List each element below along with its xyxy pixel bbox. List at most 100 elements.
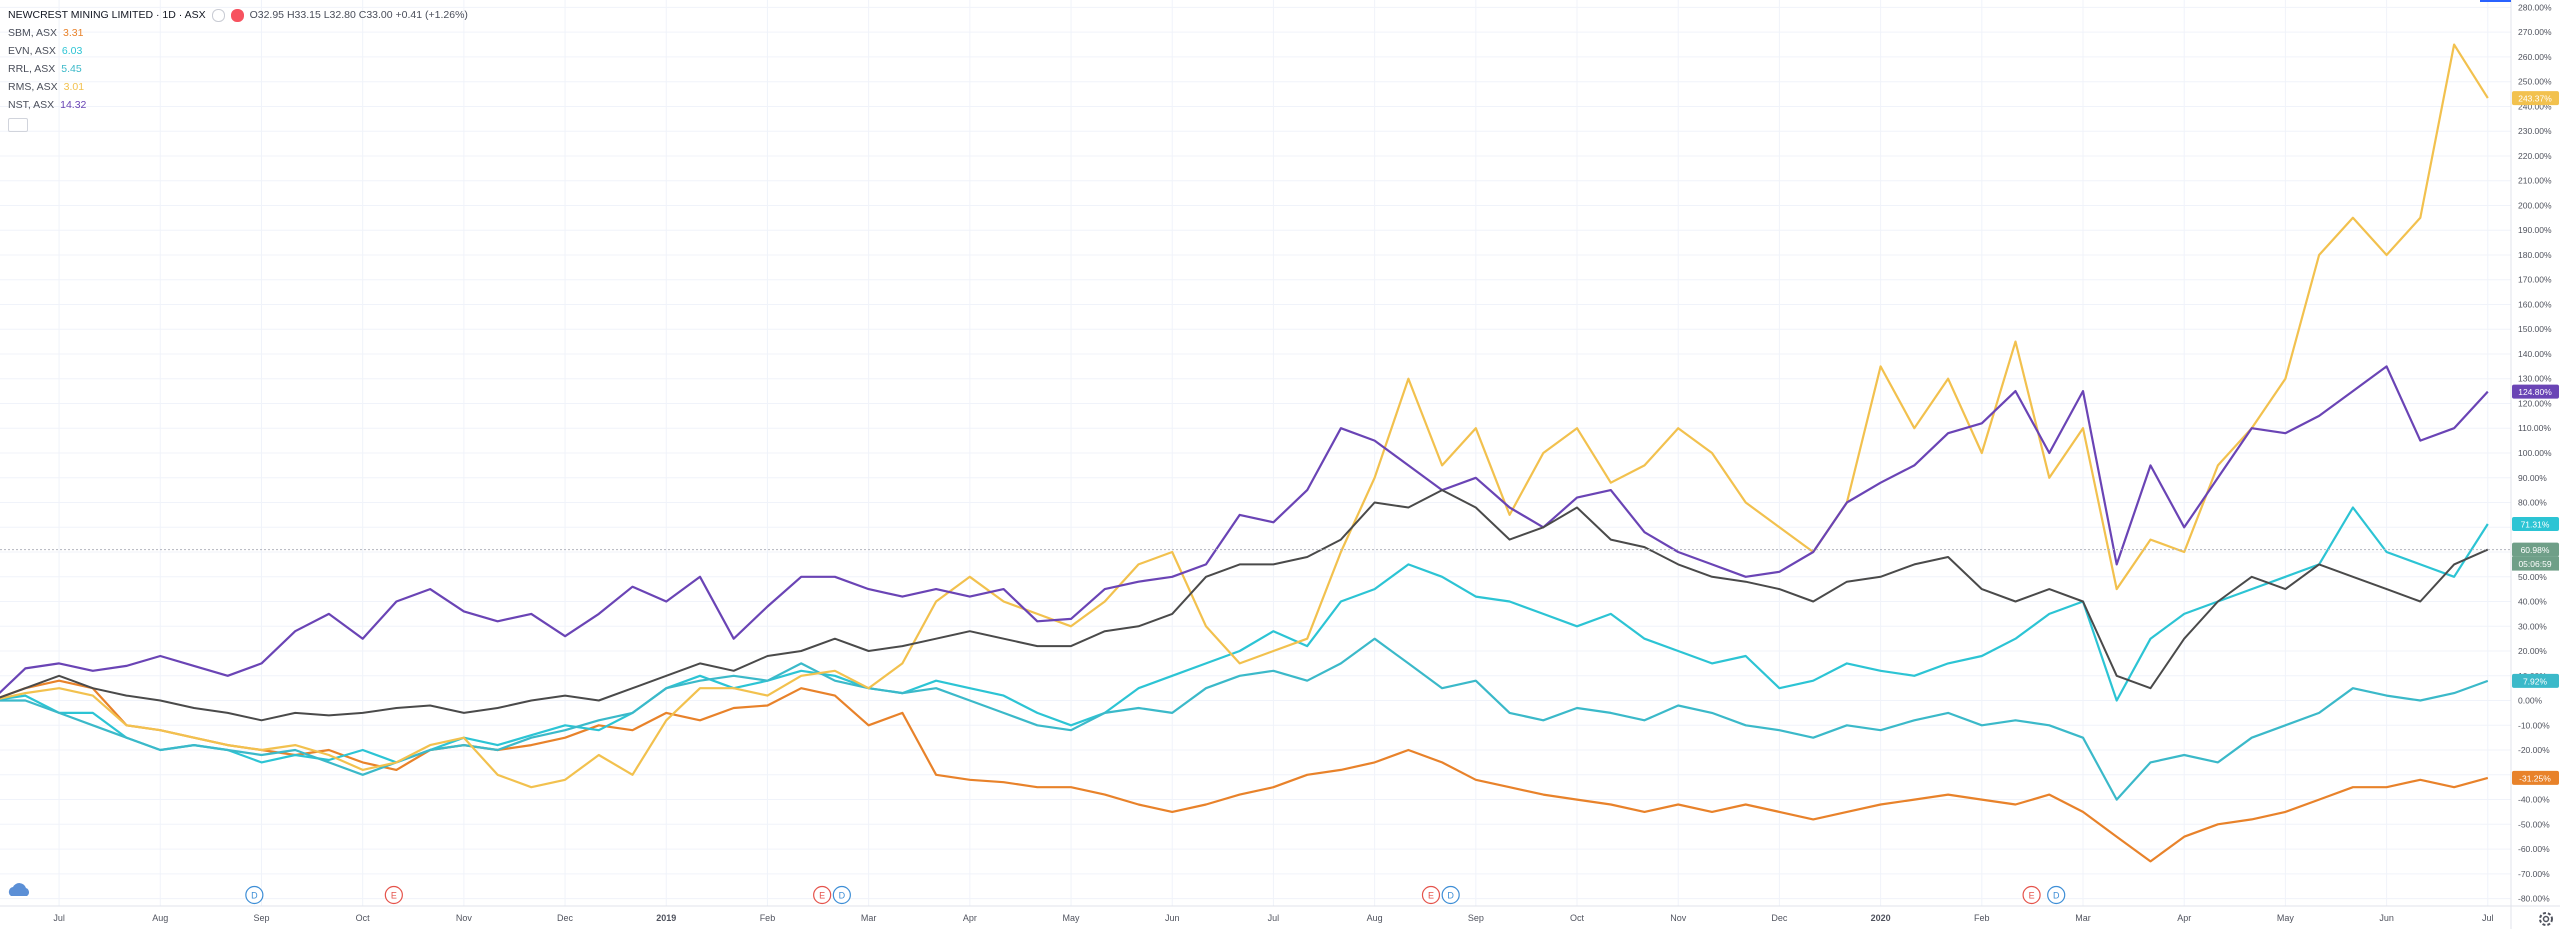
- gear-outer: [2539, 912, 2553, 926]
- event-label: E: [1428, 891, 1434, 901]
- y-tick-label: -10.00%: [2518, 720, 2550, 730]
- legend-price: 6.03: [61, 45, 83, 57]
- y-tick-label: -50.00%: [2518, 819, 2550, 829]
- x-tick-label: Jul: [53, 913, 65, 923]
- event-circle: [832, 885, 851, 905]
- plot-area: [0, 43, 2511, 863]
- grid: [0, 0, 2511, 906]
- x-tick-label: 2020: [1871, 913, 1891, 923]
- y-tick-label: -20.00%: [2518, 745, 2550, 755]
- y-tick-label: 280.00%: [2518, 2, 2552, 12]
- legend-row[interactable]: SBM, ASX 3.31: [8, 24, 468, 42]
- y-tick-label: 140.00%: [2518, 349, 2552, 359]
- event-label: E: [819, 891, 825, 901]
- settings-icon[interactable]: [2539, 912, 2553, 926]
- y-tick-label: 130.00%: [2518, 374, 2552, 384]
- y-tick-label: 0.00%: [2518, 696, 2543, 706]
- x-tick-label: Sep: [253, 913, 269, 923]
- event-marker[interactable]: D: [1441, 885, 1460, 905]
- series-line: [0, 679, 2489, 863]
- y-tick-label: 230.00%: [2518, 126, 2552, 136]
- cloud-shape: [8, 883, 30, 896]
- series-line: [0, 365, 2489, 695]
- legend-row[interactable]: NST, ASX 14.32: [8, 96, 468, 114]
- y-tick-label: -40.00%: [2518, 795, 2550, 805]
- legend-name: RMS, ASX: [8, 81, 58, 93]
- event-label: E: [391, 891, 397, 901]
- y-tick-label: 190.00%: [2518, 225, 2552, 235]
- x-tick-label: May: [1063, 913, 1081, 923]
- series-line: [0, 489, 2489, 722]
- y-tick-label: 240.00%: [2518, 101, 2552, 111]
- countdown-label: 05:06:59: [2518, 559, 2551, 569]
- x-tick-label: Nov: [1670, 913, 1687, 923]
- y-tick-label: 200.00%: [2518, 200, 2552, 210]
- price-tag: [2512, 542, 2559, 557]
- legend-price: 14.32: [60, 99, 87, 111]
- legend-name: RRL, ASX: [8, 63, 56, 75]
- event-marker[interactable]: D: [832, 885, 851, 905]
- y-tick-label: 250.00%: [2518, 77, 2552, 87]
- y-tick-label: 50.00%: [2518, 572, 2547, 582]
- y-tick-label: 220.00%: [2518, 151, 2552, 161]
- y-tick-label: 20.00%: [2518, 646, 2547, 656]
- legend-price: 3.01: [63, 81, 85, 93]
- cloud-icon[interactable]: [8, 883, 30, 896]
- event-marker[interactable]: E: [1421, 885, 1441, 905]
- visibility-chip[interactable]: [211, 8, 225, 22]
- event-circle: [245, 885, 264, 905]
- y-tick-label: 110.00%: [2518, 423, 2551, 433]
- event-circle: [1441, 885, 1460, 905]
- y-tick-label: 150.00%: [2518, 324, 2552, 334]
- event-marker[interactable]: E: [384, 885, 403, 905]
- legend-price: 3.31: [63, 27, 84, 39]
- legend-main-row: NEWCREST MINING LIMITED · 1D · ASX O32.9…: [8, 6, 468, 24]
- x-tick-label: Mar: [861, 913, 877, 923]
- x-tick-label: Mar: [2075, 913, 2091, 923]
- series-line: [0, 43, 2489, 789]
- price-tag: [2512, 673, 2559, 688]
- price-tag-label: 7.92%: [2523, 676, 2548, 686]
- event-label: D: [839, 891, 846, 901]
- y-tick-label: 40.00%: [2518, 597, 2547, 607]
- symbol-title[interactable]: NEWCREST MINING LIMITED · 1D · ASX: [8, 9, 206, 21]
- dividend-chip[interactable]: [230, 8, 244, 22]
- event-label: D: [2053, 891, 2060, 901]
- event-circle: [2047, 885, 2066, 905]
- y-tick-label: -60.00%: [2518, 844, 2550, 854]
- event-label: D: [251, 891, 258, 901]
- y-tick-label: 170.00%: [2518, 275, 2552, 285]
- x-tick-label: Jul: [1268, 913, 1280, 923]
- event-marker[interactable]: D: [245, 885, 264, 905]
- event-label: E: [2029, 891, 2035, 901]
- x-tick-label: Jun: [2379, 913, 2394, 923]
- event-marker[interactable]: E: [2022, 885, 2041, 905]
- y-tick-label: 120.00%: [2518, 398, 2552, 408]
- event-marker[interactable]: E: [813, 885, 832, 905]
- price-tag-label: 243.37%: [2518, 94, 2552, 104]
- x-tick-label: Feb: [1974, 913, 1990, 923]
- x-tick-label: 2019: [656, 913, 676, 923]
- x-tick-label: Oct: [1570, 913, 1585, 923]
- x-tick-label: Jun: [1165, 913, 1180, 923]
- legend-row[interactable]: RMS, ASX 3.01: [8, 78, 468, 96]
- legend-name: NST, ASX: [8, 99, 55, 111]
- event-marker[interactable]: D: [2047, 885, 2066, 905]
- legend-name: SBM, ASX: [8, 27, 58, 39]
- x-tick-label: Feb: [760, 913, 776, 923]
- price-tag-label: -31.25%: [2519, 773, 2551, 783]
- x-tick-label: Aug: [1367, 913, 1383, 923]
- ohlc: O32.95 H33.15 L32.80 C33.00 +0.41 (+1.26…: [249, 9, 468, 21]
- price-tag-label: 60.98%: [2521, 545, 2550, 555]
- price-tag: [2512, 384, 2559, 399]
- legend-row[interactable]: EVN, ASX 6.03: [8, 42, 468, 60]
- event-label: D: [1447, 891, 1454, 901]
- y-tick-label: 260.00%: [2518, 52, 2552, 62]
- legend: NEWCREST MINING LIMITED · 1D · ASX O32.9…: [8, 6, 468, 138]
- legend-row[interactable]: RRL, ASX 5.45: [8, 60, 468, 78]
- price-tag: [2512, 517, 2559, 532]
- price-tag: [2512, 91, 2559, 106]
- collapse-button[interactable]: [8, 118, 28, 132]
